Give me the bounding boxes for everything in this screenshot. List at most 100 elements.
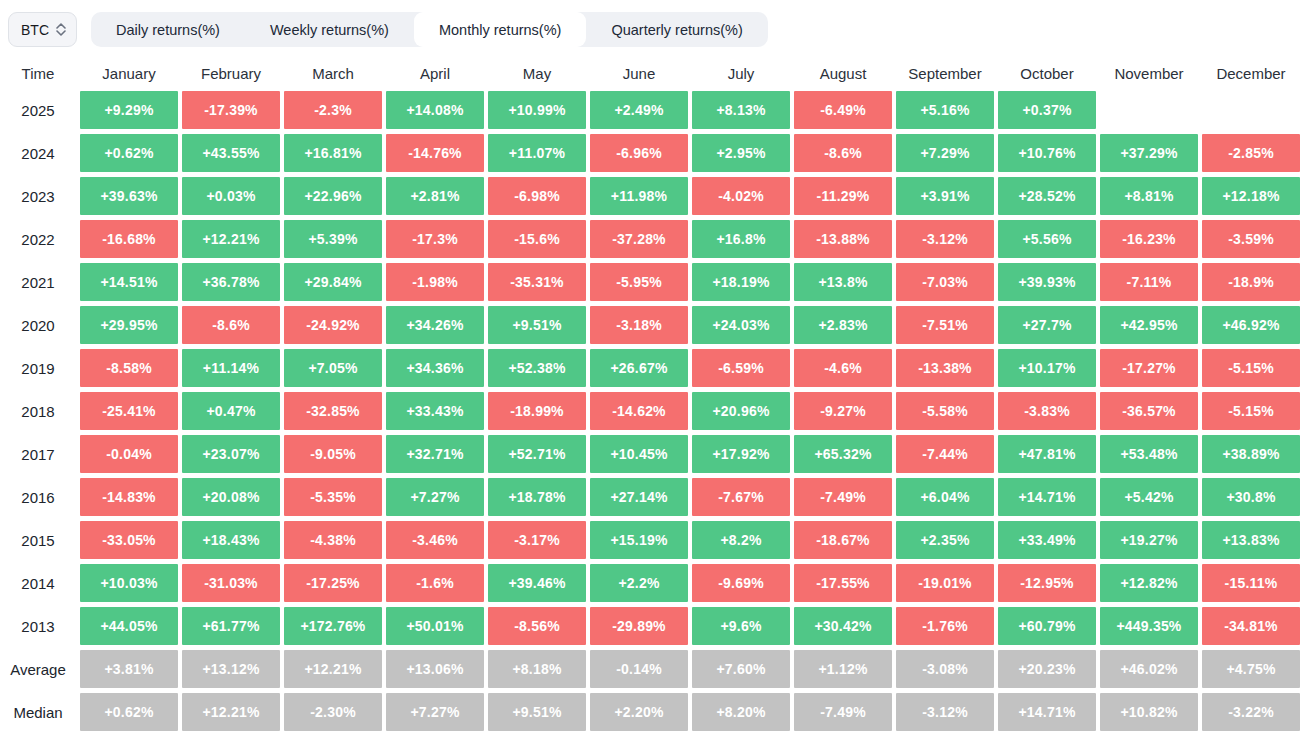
coin-selector-label: BTC (21, 22, 49, 38)
month-column-header: June (590, 60, 688, 86)
month-column-header: September (896, 60, 994, 86)
return-cell: -7.44% (896, 435, 994, 473)
return-cell: -3.17% (488, 521, 586, 559)
return-cell: +24.03% (692, 306, 790, 344)
return-cell: +28.52% (998, 177, 1096, 215)
return-cell: +32.71% (386, 435, 484, 473)
return-cell: +7.60% (692, 650, 790, 688)
month-column-header: February (182, 60, 280, 86)
return-cell: +12.82% (1100, 564, 1198, 602)
return-cell: -31.03% (182, 564, 280, 602)
return-cell: -3.12% (896, 220, 994, 258)
return-cell: +0.47% (182, 392, 280, 430)
return-cell: +39.93% (998, 263, 1096, 301)
return-cell: +12.21% (284, 650, 382, 688)
return-cell: -0.04% (80, 435, 178, 473)
return-cell: +18.43% (182, 521, 280, 559)
return-cell: -3.22% (1202, 693, 1300, 731)
return-cell: -18.67% (794, 521, 892, 559)
return-cell: +39.63% (80, 177, 178, 215)
return-cell: +29.84% (284, 263, 382, 301)
return-cell: +7.27% (386, 693, 484, 731)
return-cell: -36.57% (1100, 392, 1198, 430)
return-cell: +5.42% (1100, 478, 1198, 516)
return-cell: +37.29% (1100, 134, 1198, 172)
month-column-header: January (80, 60, 178, 86)
return-cell: -6.49% (794, 91, 892, 129)
return-cell: -5.95% (590, 263, 688, 301)
return-cell: -6.59% (692, 349, 790, 387)
return-cell: -8.6% (794, 134, 892, 172)
return-cell: +34.36% (386, 349, 484, 387)
return-cell: -3.12% (896, 693, 994, 731)
return-cell: +2.83% (794, 306, 892, 344)
return-cell: +2.49% (590, 91, 688, 129)
month-column-header: April (386, 60, 484, 86)
row-label-2016: 2016 (0, 478, 76, 516)
return-cell: +43.55% (182, 134, 280, 172)
return-cell: +8.20% (692, 693, 790, 731)
return-cell: -7.49% (794, 478, 892, 516)
return-cell: -37.28% (590, 220, 688, 258)
tab-quarterly-returns[interactable]: Quarterly returns(%) (586, 12, 767, 47)
return-cell: +33.43% (386, 392, 484, 430)
return-cell: +6.04% (896, 478, 994, 516)
tab-daily-returns[interactable]: Daily returns(%) (91, 12, 245, 47)
return-cell: +9.29% (80, 91, 178, 129)
return-cell: -8.56% (488, 607, 586, 645)
return-cell: +20.08% (182, 478, 280, 516)
return-cell: +8.18% (488, 650, 586, 688)
return-cell: -12.95% (998, 564, 1096, 602)
return-cell: -1.6% (386, 564, 484, 602)
return-cell: -16.68% (80, 220, 178, 258)
return-cell: +449.35% (1100, 607, 1198, 645)
return-cell: +14.71% (998, 478, 1096, 516)
return-cell: +14.71% (998, 693, 1096, 731)
return-cell: +7.27% (386, 478, 484, 516)
tab-weekly-returns[interactable]: Weekly returns(%) (245, 12, 414, 47)
coin-selector[interactable]: BTC (8, 12, 77, 47)
return-cell: -18.9% (1202, 263, 1300, 301)
return-cell: -3.18% (590, 306, 688, 344)
return-cell: +4.75% (1202, 650, 1300, 688)
return-cell: +27.7% (998, 306, 1096, 344)
return-cell: -17.3% (386, 220, 484, 258)
return-cell: +12.18% (1202, 177, 1300, 215)
return-cell: -34.81% (1202, 607, 1300, 645)
return-cell: -24.92% (284, 306, 382, 344)
return-cell: +13.8% (794, 263, 892, 301)
toolbar: BTC Daily returns(%) Weekly returns(%) M… (0, 0, 1315, 47)
return-cell: +0.03% (182, 177, 280, 215)
time-column-header: Time (0, 60, 76, 86)
row-label-2015: 2015 (0, 521, 76, 559)
row-label-2023: 2023 (0, 177, 76, 215)
return-cell: -9.69% (692, 564, 790, 602)
return-cell: +14.08% (386, 91, 484, 129)
return-cell: -13.38% (896, 349, 994, 387)
return-cell: +19.27% (1100, 521, 1198, 559)
month-column-header: August (794, 60, 892, 86)
return-cell: +42.95% (1100, 306, 1198, 344)
tab-monthly-returns[interactable]: Monthly returns(%) (414, 12, 586, 47)
return-cell: -4.6% (794, 349, 892, 387)
return-cell: -1.98% (386, 263, 484, 301)
return-cell: +8.2% (692, 521, 790, 559)
return-cell: +10.03% (80, 564, 178, 602)
return-cell: +38.89% (1202, 435, 1300, 473)
updown-chevron-icon (56, 23, 66, 36)
return-cell: -17.27% (1100, 349, 1198, 387)
return-cell: +29.95% (80, 306, 178, 344)
return-cell: +27.14% (590, 478, 688, 516)
return-cell: -2.3% (284, 91, 382, 129)
return-cell: -4.38% (284, 521, 382, 559)
return-cell: +61.77% (182, 607, 280, 645)
return-cell: +7.05% (284, 349, 382, 387)
row-label-2019: 2019 (0, 349, 76, 387)
return-cell: -7.03% (896, 263, 994, 301)
return-cell: +44.05% (80, 607, 178, 645)
return-cell: -14.62% (590, 392, 688, 430)
return-cell: -16.23% (1100, 220, 1198, 258)
return-cell: -9.27% (794, 392, 892, 430)
return-cell: +20.23% (998, 650, 1096, 688)
return-cell: -13.88% (794, 220, 892, 258)
